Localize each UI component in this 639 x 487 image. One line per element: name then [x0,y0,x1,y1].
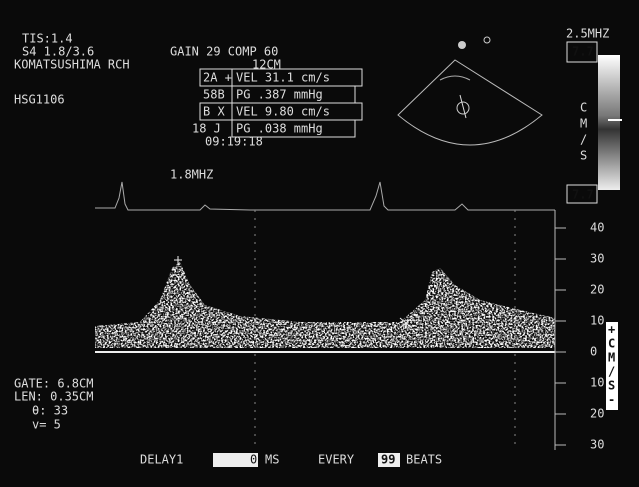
sector-image [397,36,543,146]
probe-freq: 2.5MHZ [566,27,609,41]
doppler-spectrum [95,262,555,348]
beats-label: BEATS [406,453,442,467]
scale-label: 30 [590,438,604,452]
scale-unit: - [608,393,615,407]
color-bar-bottom: 7.7 [572,188,594,202]
measurement-label: 2A + [203,71,232,85]
scale-label: 40 [590,221,604,235]
beats-value: 99 [381,453,395,467]
doppler-freq: 1.8MHZ [170,168,213,182]
delay-label: DELAY1 [140,453,183,467]
measurement-boxes [199,68,363,138]
scale-label: 30 [590,252,604,266]
cursor [399,317,413,329]
tis: TIS:1.4 [22,32,73,46]
patient-id: HSG1106 [14,93,65,107]
color-bar-unit: / [580,133,587,147]
gain: GAIN 29 COMP 60 [170,45,278,59]
probe: S4 1.8/3.6 [22,45,94,59]
scale-label: 10 [590,314,604,328]
scale-unit: + [608,323,615,337]
color-bar-top-box [566,41,598,63]
color-bar [598,55,620,190]
measurement-label: 18 J [192,122,221,136]
color-bar-unit: C [580,101,587,115]
scale-unit: / [608,365,615,379]
beats-box [378,453,400,467]
measurement-value: VEL 31.1 cm/s [236,71,330,85]
color-bar-unit: M [580,117,587,131]
gate-length: LEN: 0.35CM [14,390,93,404]
measurement-value: PG .387 mmHg [236,88,323,102]
scale-label: 10 [590,376,604,390]
cursor [174,256,182,264]
measurement-label: B X [203,105,225,119]
scale-unit: C [608,337,615,351]
color-bar-unit: S [580,149,587,163]
scale-label: 20 [590,283,604,297]
scale-unit: S [608,379,615,393]
site: KOMATSUSHIMA RCH [14,58,130,72]
time: 09:19:18 [205,135,263,149]
measurement-label: 58B [203,88,225,102]
scale-unit: M [608,351,615,365]
depth: 12CM [252,58,281,72]
angle: θ: 33 [32,404,68,418]
scale-label: 20 [590,407,604,421]
delay-box [213,453,258,467]
delay-unit: MS [265,453,279,467]
ecg-trace [95,181,555,211]
velocity-setting: v= 5 [32,418,61,432]
every-label: EVERY [318,453,355,467]
color-bar-bottom-box [566,184,598,204]
measurement-value: VEL 9.80 cm/s [236,105,330,119]
measurement-value: PG .038 mmHg [236,122,323,136]
color-bar-top: 7.7 [572,45,594,59]
delay-value: 0 [250,453,257,467]
scale-label: 0 [590,345,597,359]
gate: GATE: 6.8CM [14,377,93,391]
